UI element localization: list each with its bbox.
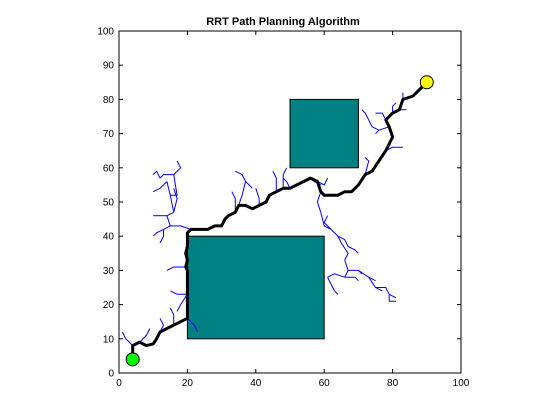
tree-branch — [163, 225, 191, 230]
tree-branch — [170, 290, 188, 295]
tree-branch — [187, 317, 199, 333]
rrt-tree — [121, 92, 407, 346]
path — [131, 80, 429, 361]
tree-branch — [327, 276, 335, 292]
tree-branch — [152, 228, 164, 237]
tree-branch — [152, 170, 161, 179]
tree-branch — [166, 266, 186, 271]
tree-branch — [316, 191, 322, 213]
tree-branch — [358, 269, 376, 282]
x-tick-label: 20 — [182, 378, 194, 389]
tree-branch — [159, 174, 174, 179]
x-tick-label: 80 — [387, 378, 399, 389]
markers — [125, 75, 434, 367]
tree-branch — [368, 276, 383, 292]
tree-branch — [375, 129, 380, 134]
tree-branch — [173, 160, 182, 175]
y-tick-label: 90 — [103, 61, 115, 72]
tree-branch — [364, 157, 370, 175]
tree-branch — [238, 181, 246, 206]
x-tick-label: 0 — [116, 378, 122, 389]
tree-branch — [375, 287, 390, 295]
y-tick-label: 20 — [103, 300, 115, 311]
y-tick-label: 10 — [103, 334, 115, 345]
tree-branch — [347, 246, 359, 254]
chart-title: RRT Path Planning Algorithm — [206, 16, 360, 28]
x-tick-label: 100 — [453, 378, 470, 389]
obstacle-1 — [186, 235, 325, 340]
obstacle-2 — [289, 98, 359, 169]
tree-branch — [231, 191, 236, 213]
tree-branch — [176, 294, 188, 312]
tree-branch — [282, 177, 291, 189]
tree-branch — [235, 170, 246, 182]
y-tick-label: 100 — [97, 27, 114, 38]
tree-branch — [361, 109, 370, 121]
tree-branch — [170, 174, 178, 196]
y-tick-label: 60 — [103, 163, 115, 174]
tree-branch — [392, 102, 397, 114]
planned-path-line — [131, 80, 429, 361]
y-tick-label: 0 — [108, 369, 114, 380]
y-tick-label: 70 — [103, 129, 115, 140]
tree-branch — [385, 146, 403, 152]
tree-branch — [159, 229, 164, 244]
y-tick-label: 30 — [103, 266, 115, 277]
tree-branch — [368, 119, 380, 131]
tree-branch — [337, 235, 349, 247]
tree-branch — [344, 276, 359, 282]
axes: 0 20 40 60 80 100 0 10 20 30 40 50 60 70 80 90 100 — [97, 27, 469, 390]
tree-branch — [320, 212, 332, 230]
tree-branch — [166, 181, 175, 213]
tree-branch — [323, 215, 332, 230]
y-tick-label: 80 — [103, 95, 115, 106]
tree-branch — [317, 177, 329, 186]
tree-branch — [330, 229, 342, 244]
tree-branch — [344, 259, 349, 278]
tree-branch — [173, 188, 178, 213]
tree-branch — [169, 307, 175, 326]
goal-marker — [419, 75, 434, 90]
obstacles — [186, 98, 359, 340]
tree-branch — [375, 112, 387, 121]
tree-branch — [272, 170, 277, 192]
tree-branch — [159, 318, 165, 333]
tree-branch — [121, 331, 134, 346]
tree-branch — [255, 188, 260, 206]
tree-branch — [245, 181, 253, 189]
tree-branch — [334, 290, 339, 295]
tree-branch — [282, 167, 288, 189]
y-tick-label: 40 — [103, 232, 115, 243]
tree-branch — [166, 211, 174, 227]
x-tick-label: 60 — [319, 378, 331, 389]
tree-branch — [327, 273, 345, 278]
tree-branch — [388, 293, 397, 299]
tree-branch — [340, 242, 349, 261]
tree-branch — [139, 328, 151, 343]
y-tick-label: 50 — [103, 198, 115, 209]
start-marker — [125, 352, 140, 367]
tree-branch — [152, 181, 168, 193]
tree-branch — [388, 294, 396, 302]
x-tick-label: 40 — [250, 378, 262, 389]
